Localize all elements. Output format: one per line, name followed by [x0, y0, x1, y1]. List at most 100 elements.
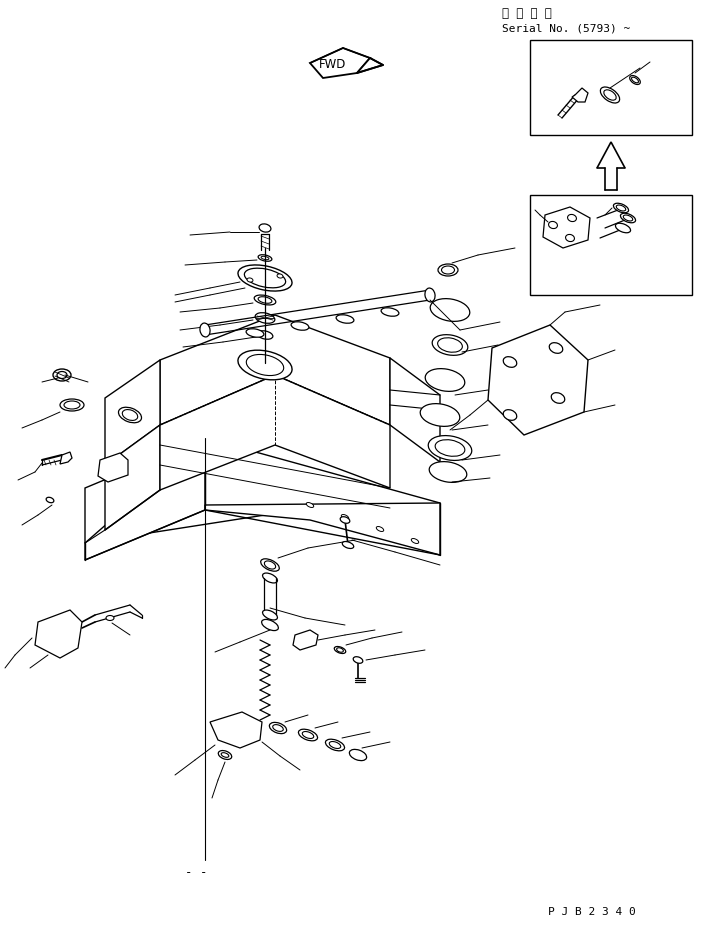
Ellipse shape	[246, 329, 264, 338]
Polygon shape	[85, 438, 205, 560]
Ellipse shape	[53, 369, 71, 381]
Polygon shape	[488, 325, 588, 435]
Polygon shape	[293, 630, 318, 650]
Polygon shape	[105, 360, 160, 465]
Ellipse shape	[503, 410, 517, 420]
Polygon shape	[60, 452, 72, 464]
Ellipse shape	[244, 268, 286, 287]
Polygon shape	[310, 48, 370, 78]
Ellipse shape	[629, 75, 641, 85]
Ellipse shape	[61, 642, 70, 648]
Bar	[530, 195, 692, 295]
Ellipse shape	[254, 295, 276, 305]
Ellipse shape	[261, 257, 269, 259]
Polygon shape	[543, 207, 590, 248]
Ellipse shape	[430, 299, 470, 322]
Ellipse shape	[238, 351, 292, 379]
Ellipse shape	[277, 274, 283, 278]
Ellipse shape	[376, 526, 384, 531]
Polygon shape	[160, 315, 390, 425]
Ellipse shape	[342, 541, 353, 549]
Ellipse shape	[106, 616, 114, 620]
Ellipse shape	[337, 648, 344, 652]
Ellipse shape	[216, 442, 224, 446]
Ellipse shape	[623, 215, 633, 221]
Ellipse shape	[239, 737, 249, 743]
Ellipse shape	[316, 416, 324, 420]
Polygon shape	[160, 375, 390, 490]
Polygon shape	[85, 438, 440, 555]
Ellipse shape	[218, 751, 232, 760]
Polygon shape	[210, 712, 262, 748]
Text: FWD: FWD	[319, 58, 346, 71]
Ellipse shape	[257, 331, 273, 339]
Ellipse shape	[265, 561, 276, 569]
Polygon shape	[572, 88, 588, 102]
Ellipse shape	[381, 308, 399, 316]
Ellipse shape	[551, 392, 565, 404]
Ellipse shape	[341, 514, 348, 520]
Polygon shape	[597, 142, 625, 168]
Ellipse shape	[325, 739, 344, 751]
Bar	[530, 40, 692, 135]
Polygon shape	[35, 610, 82, 658]
Ellipse shape	[616, 205, 626, 211]
Ellipse shape	[340, 517, 350, 524]
Ellipse shape	[116, 468, 124, 472]
Ellipse shape	[567, 215, 577, 221]
Ellipse shape	[428, 435, 472, 460]
Ellipse shape	[425, 288, 435, 302]
Ellipse shape	[241, 719, 249, 725]
Ellipse shape	[548, 221, 558, 229]
Ellipse shape	[118, 407, 142, 423]
Ellipse shape	[298, 729, 318, 741]
Ellipse shape	[220, 727, 228, 733]
Ellipse shape	[238, 265, 292, 291]
Text: P J B 2 3 4 0: P J B 2 3 4 0	[548, 907, 636, 917]
Ellipse shape	[60, 399, 84, 411]
Ellipse shape	[57, 371, 67, 379]
Ellipse shape	[353, 657, 363, 663]
Ellipse shape	[336, 314, 354, 324]
Ellipse shape	[329, 741, 341, 749]
Ellipse shape	[549, 342, 562, 353]
Ellipse shape	[166, 455, 174, 459]
Ellipse shape	[435, 440, 465, 457]
Ellipse shape	[255, 312, 275, 324]
Ellipse shape	[438, 338, 463, 352]
Ellipse shape	[258, 297, 272, 303]
Ellipse shape	[349, 750, 367, 761]
Ellipse shape	[246, 354, 284, 376]
Ellipse shape	[432, 335, 468, 355]
Ellipse shape	[116, 470, 124, 474]
Ellipse shape	[429, 461, 467, 483]
Ellipse shape	[272, 724, 283, 731]
Ellipse shape	[306, 502, 314, 508]
Ellipse shape	[615, 223, 631, 232]
Ellipse shape	[266, 429, 274, 433]
Ellipse shape	[262, 619, 278, 631]
Ellipse shape	[565, 234, 574, 242]
Polygon shape	[98, 453, 128, 482]
Ellipse shape	[48, 627, 56, 633]
Ellipse shape	[613, 204, 629, 213]
Ellipse shape	[270, 723, 287, 734]
Ellipse shape	[302, 732, 314, 738]
Ellipse shape	[425, 368, 465, 392]
Ellipse shape	[503, 357, 517, 367]
Ellipse shape	[604, 90, 616, 100]
Ellipse shape	[200, 323, 210, 337]
Ellipse shape	[411, 538, 419, 543]
Ellipse shape	[420, 404, 460, 426]
Ellipse shape	[263, 610, 277, 620]
Polygon shape	[390, 358, 440, 462]
Ellipse shape	[221, 752, 229, 757]
Ellipse shape	[441, 266, 455, 274]
Ellipse shape	[260, 559, 279, 571]
Ellipse shape	[46, 498, 54, 503]
Polygon shape	[105, 425, 160, 530]
Ellipse shape	[247, 278, 253, 282]
Ellipse shape	[438, 264, 458, 276]
Ellipse shape	[631, 77, 639, 83]
Polygon shape	[205, 503, 440, 555]
